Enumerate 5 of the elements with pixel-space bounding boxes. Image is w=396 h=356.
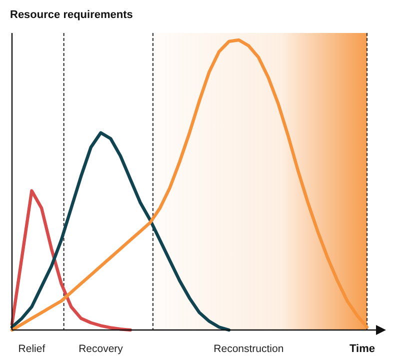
chart-title: Resource requirements: [10, 9, 133, 21]
x-tick-label: Relief: [18, 343, 46, 355]
x-tick-label: Reconstruction: [214, 343, 284, 355]
x-axis-title: Time: [350, 343, 375, 355]
x-tick-label: Recovery: [78, 343, 124, 355]
